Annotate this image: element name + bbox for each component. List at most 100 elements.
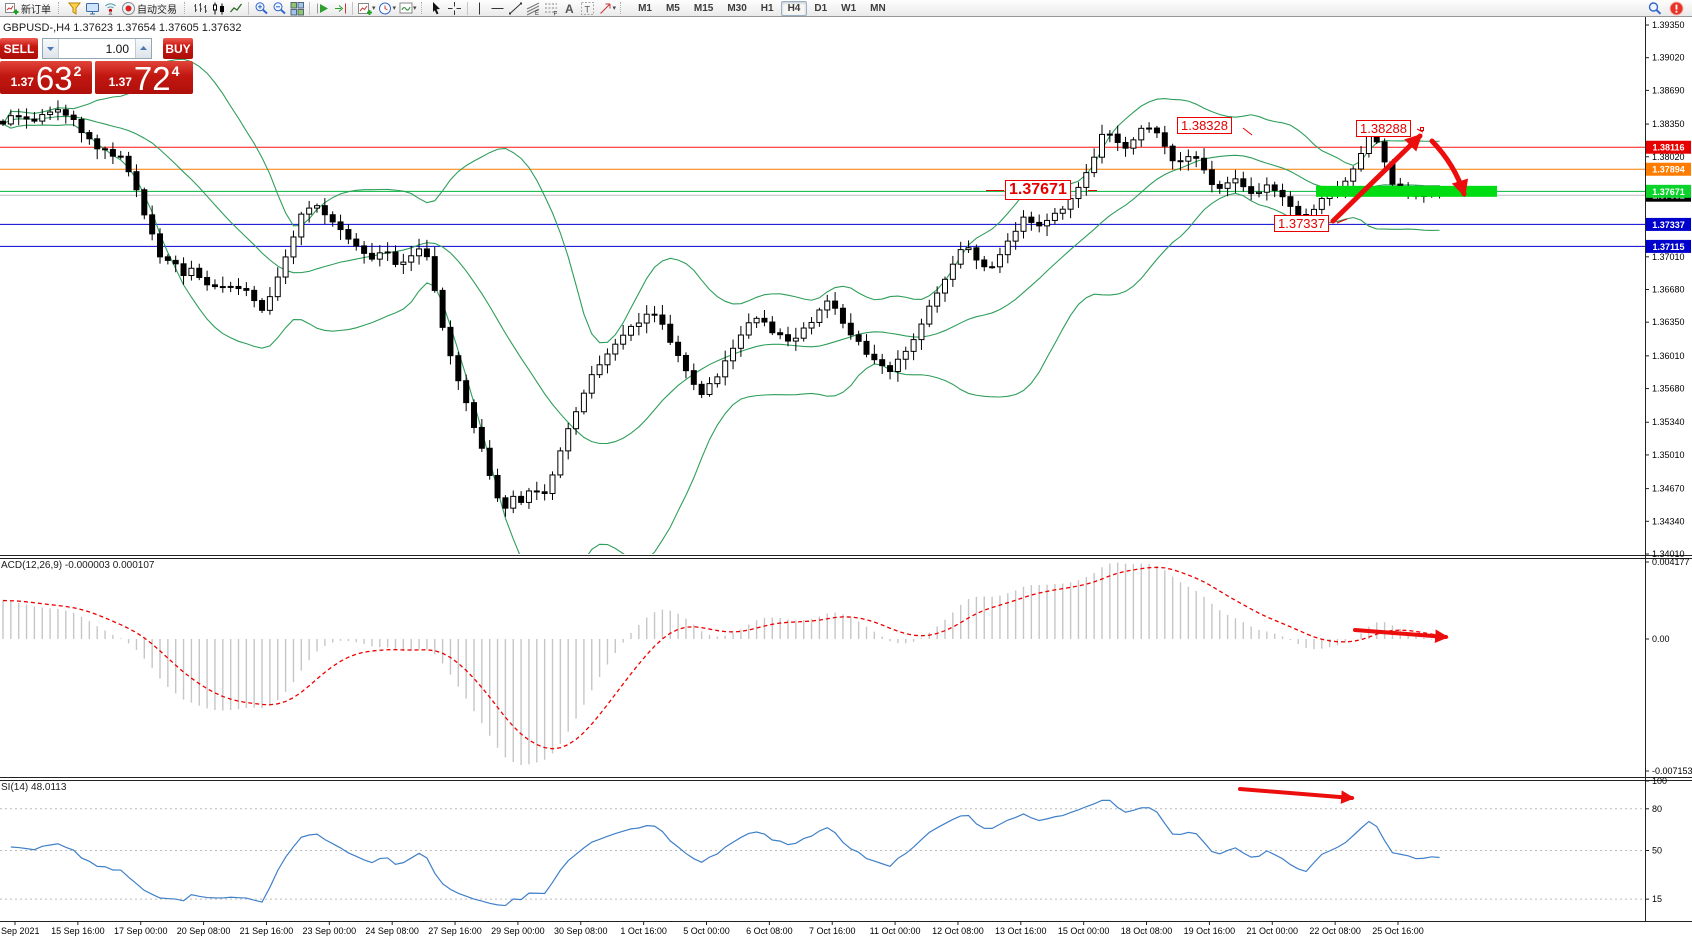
auto-trading-icon[interactable] <box>119 1 137 16</box>
candle-body <box>722 360 729 378</box>
buy-price-display[interactable]: 1.37 72 4 <box>95 61 193 95</box>
signal-icon[interactable] <box>101 1 119 16</box>
timeframe-button-m1[interactable]: M1 <box>638 2 652 14</box>
main-chart-panel[interactable] <box>0 58 1645 596</box>
candle-body <box>204 276 211 286</box>
candle-body <box>651 313 658 316</box>
candle-body <box>973 247 980 261</box>
indicators-icon[interactable] <box>356 1 374 16</box>
candle-body <box>243 288 250 291</box>
text-label-icon[interactable]: T <box>579 1 597 16</box>
tile-windows-icon[interactable] <box>288 1 306 16</box>
periods-caret-icon[interactable]: ▾ <box>392 5 397 12</box>
trend-arrow[interactable] <box>1238 787 1355 804</box>
notifications-icon[interactable] <box>1667 1 1685 16</box>
candle-body <box>31 118 38 122</box>
timeframe-button-h1[interactable]: H1 <box>760 2 774 14</box>
buy-button[interactable]: BUY <box>163 38 193 59</box>
candle-body <box>675 341 682 356</box>
candlestick-chart-icon[interactable] <box>209 1 227 16</box>
candle-body <box>730 347 737 362</box>
timeframe-button-m30[interactable]: M30 <box>727 2 747 14</box>
macd-panel[interactable] <box>2 562 1449 766</box>
auto-trading-label[interactable]: 自动交易 <box>137 4 177 16</box>
volume-input[interactable]: 1.00 <box>105 41 129 56</box>
trend-arrow[interactable] <box>1330 133 1423 224</box>
timeframe-button-h4[interactable]: H4 <box>780 0 808 16</box>
crosshair-icon[interactable] <box>446 1 464 16</box>
toolbar-separator <box>466 1 468 15</box>
toolbar-separator <box>352 1 353 15</box>
candle-body <box>180 263 187 277</box>
timeframe-button-w1[interactable]: W1 <box>841 2 857 14</box>
candle-body <box>1279 189 1286 198</box>
trend-arrow[interactable] <box>1429 138 1469 198</box>
candle-body <box>1153 127 1160 134</box>
rsi-line <box>10 799 1440 907</box>
price-callout[interactable]: 1.37671 <box>1005 180 1071 200</box>
rsi-indicator-label: SI(14) 48.0113 <box>1 782 67 793</box>
arrows-caret-icon[interactable]: ▾ <box>612 5 617 12</box>
trend-arrow[interactable] <box>1353 628 1449 643</box>
sell-price-display[interactable]: 1.37 63 2 <box>0 61 92 95</box>
price-tick-label: 1.34010 <box>1652 549 1685 559</box>
new-order-icon[interactable] <box>3 1 21 16</box>
auto-scroll-icon[interactable] <box>313 1 331 16</box>
volume-increase-button[interactable] <box>135 39 151 58</box>
timeframe-button-mn[interactable]: MN <box>870 2 886 14</box>
candle-body <box>1059 208 1066 214</box>
candle-body <box>392 251 399 265</box>
candle-body <box>769 321 776 334</box>
fibonacci-icon[interactable]: F <box>543 1 561 16</box>
vertical-line-icon[interactable] <box>471 1 489 16</box>
timeframe-button-m5[interactable]: M5 <box>665 2 680 14</box>
candle-body <box>832 300 839 309</box>
line-chart-icon[interactable] <box>227 1 245 16</box>
price-callout[interactable]: 1.38328 <box>1177 117 1232 134</box>
candle-body <box>251 289 258 302</box>
horizontal-line-icon[interactable] <box>489 1 507 16</box>
candle-body <box>439 289 446 328</box>
arrows-shapes-icon[interactable] <box>597 1 615 16</box>
candle-body <box>494 474 501 499</box>
timeframe-button-m15[interactable]: M15 <box>693 2 714 14</box>
cursor-icon[interactable] <box>428 1 446 16</box>
candle-body <box>855 334 862 342</box>
eraser-icon[interactable] <box>65 1 83 16</box>
axes: 1.393501.390201.386901.383501.380201.376… <box>0 17 1692 936</box>
candle-body <box>1232 178 1239 184</box>
sell-button[interactable]: SELL <box>0 38 38 59</box>
search-icon[interactable] <box>1645 1 1663 16</box>
equidistant-channel-icon[interactable]: E <box>525 1 543 16</box>
text-icon[interactable]: A <box>561 1 579 16</box>
candle-body <box>172 259 179 265</box>
support-zone-highlight[interactable] <box>1316 185 1497 197</box>
candle-body <box>384 251 391 254</box>
price-tick-label: 1.38020 <box>1652 152 1685 162</box>
price-callout[interactable]: 1.38288 <box>1356 120 1411 137</box>
candle-body <box>486 447 493 476</box>
chart-window-icon[interactable] <box>83 1 101 16</box>
candle-body <box>1067 198 1074 210</box>
ohlc-bars-icon[interactable] <box>191 1 209 16</box>
new-order-label[interactable]: 新订单 <box>21 4 51 16</box>
date-tick-label: 20 Sep 08:00 <box>177 926 231 936</box>
zoom-out-icon[interactable] <box>270 1 288 16</box>
candle-body <box>70 114 77 120</box>
zoom-in-icon[interactable] <box>252 1 270 16</box>
chart-shift-icon[interactable] <box>331 1 349 16</box>
templates-icon[interactable] <box>397 1 415 16</box>
periods-clock-icon[interactable] <box>377 1 395 16</box>
price-line-badge-label: 1.37671 <box>1652 187 1685 197</box>
trendline-icon[interactable] <box>507 1 525 16</box>
candle-body <box>321 205 328 216</box>
volume-decrease-button[interactable] <box>43 39 59 58</box>
date-tick-label: 18 Oct 08:00 <box>1121 926 1173 936</box>
rsi-panel[interactable] <box>0 787 1645 907</box>
templates-caret-icon[interactable]: ▾ <box>413 5 417 12</box>
price-callout[interactable]: 1.37337 <box>1274 215 1329 232</box>
indicators-caret-icon[interactable]: ▾ <box>372 5 376 12</box>
timeframe-button-d1[interactable]: D1 <box>814 2 828 14</box>
